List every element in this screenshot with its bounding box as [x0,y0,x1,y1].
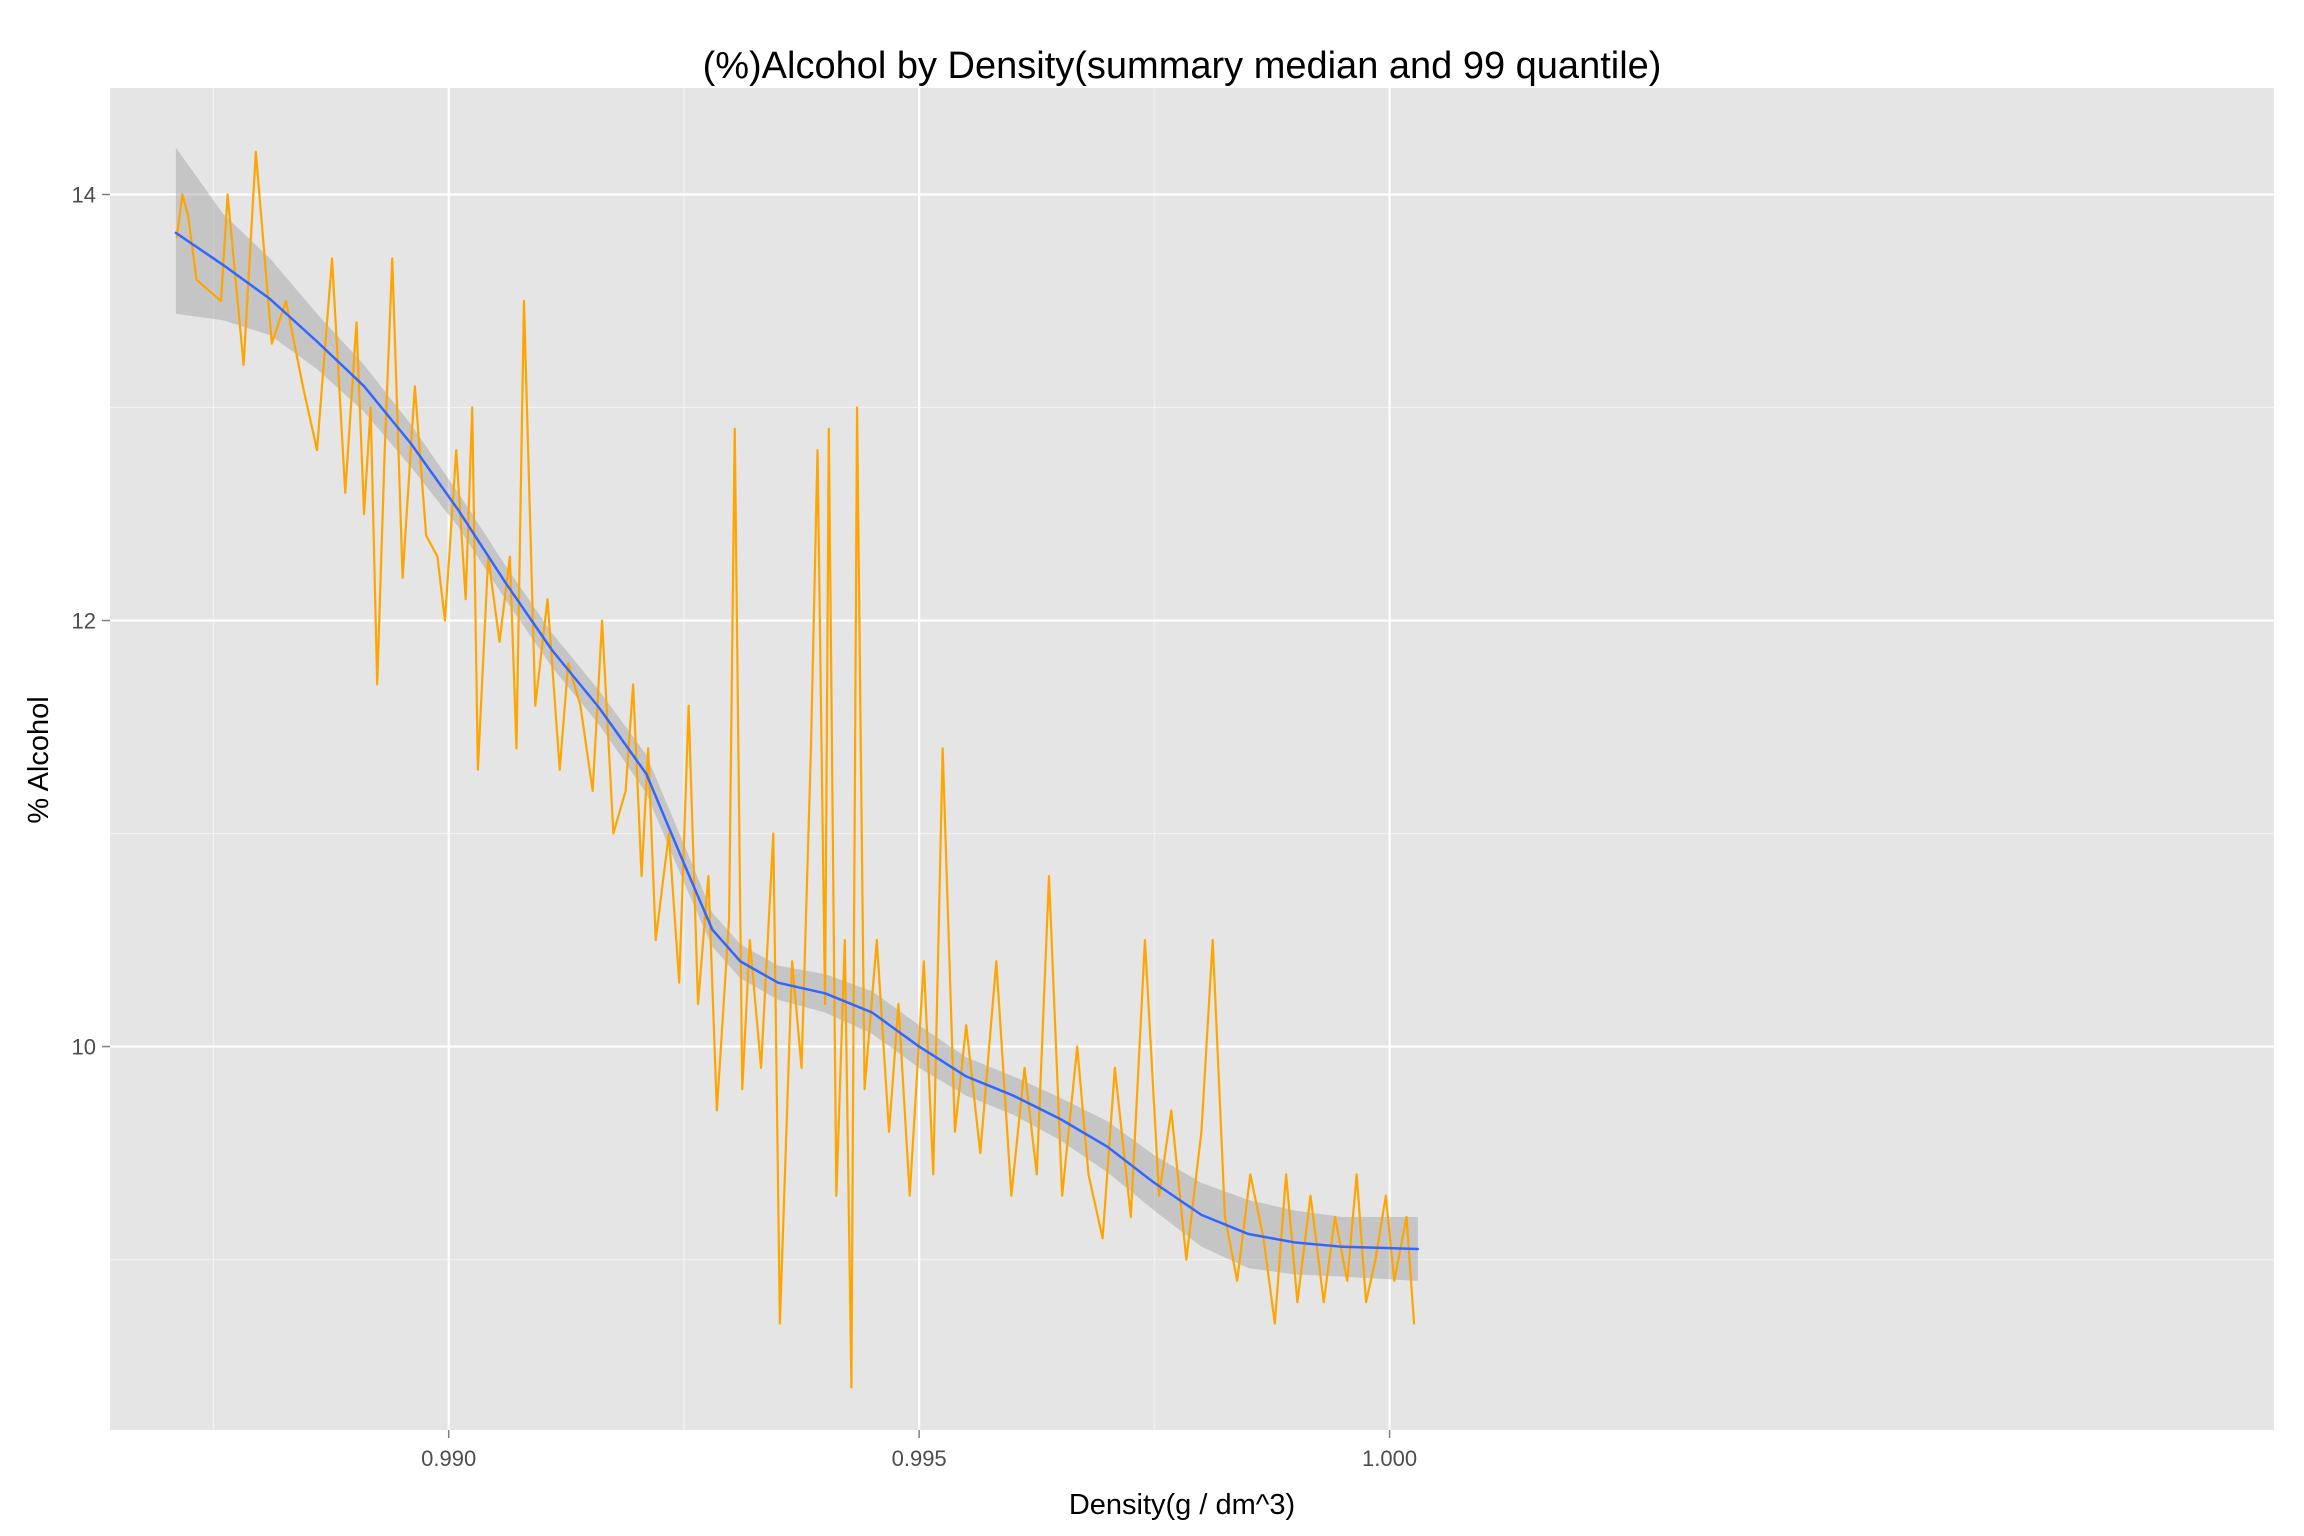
smooth-series-layer [174,231,1420,1251]
major-grid [110,88,2274,1430]
chart-title: (%)Alcohol by Density(summary median and… [703,45,1662,87]
minor-grid [110,88,2274,1430]
raw-series-layer [175,150,1416,1389]
x-tick-label-2: 1.000 [1362,1446,1417,1471]
raw-series-line [175,150,1416,1389]
x-tick-label-0: 0.990 [421,1446,476,1471]
smooth-series-line [174,231,1420,1251]
x-axis-ticks: 0.990 0.995 1.000 [421,1430,1417,1471]
x-tick-label-1: 0.995 [892,1446,947,1471]
y-axis-ticks: 10 12 14 [72,183,110,1060]
y-tick-label-1: 12 [72,609,96,634]
x-axis-title: Density(g / dm^3) [1069,1489,1295,1521]
y-tick-label-0: 10 [72,1035,96,1060]
y-tick-label-2: 14 [72,183,96,208]
y-axis-title: % Alcohol [23,696,55,823]
